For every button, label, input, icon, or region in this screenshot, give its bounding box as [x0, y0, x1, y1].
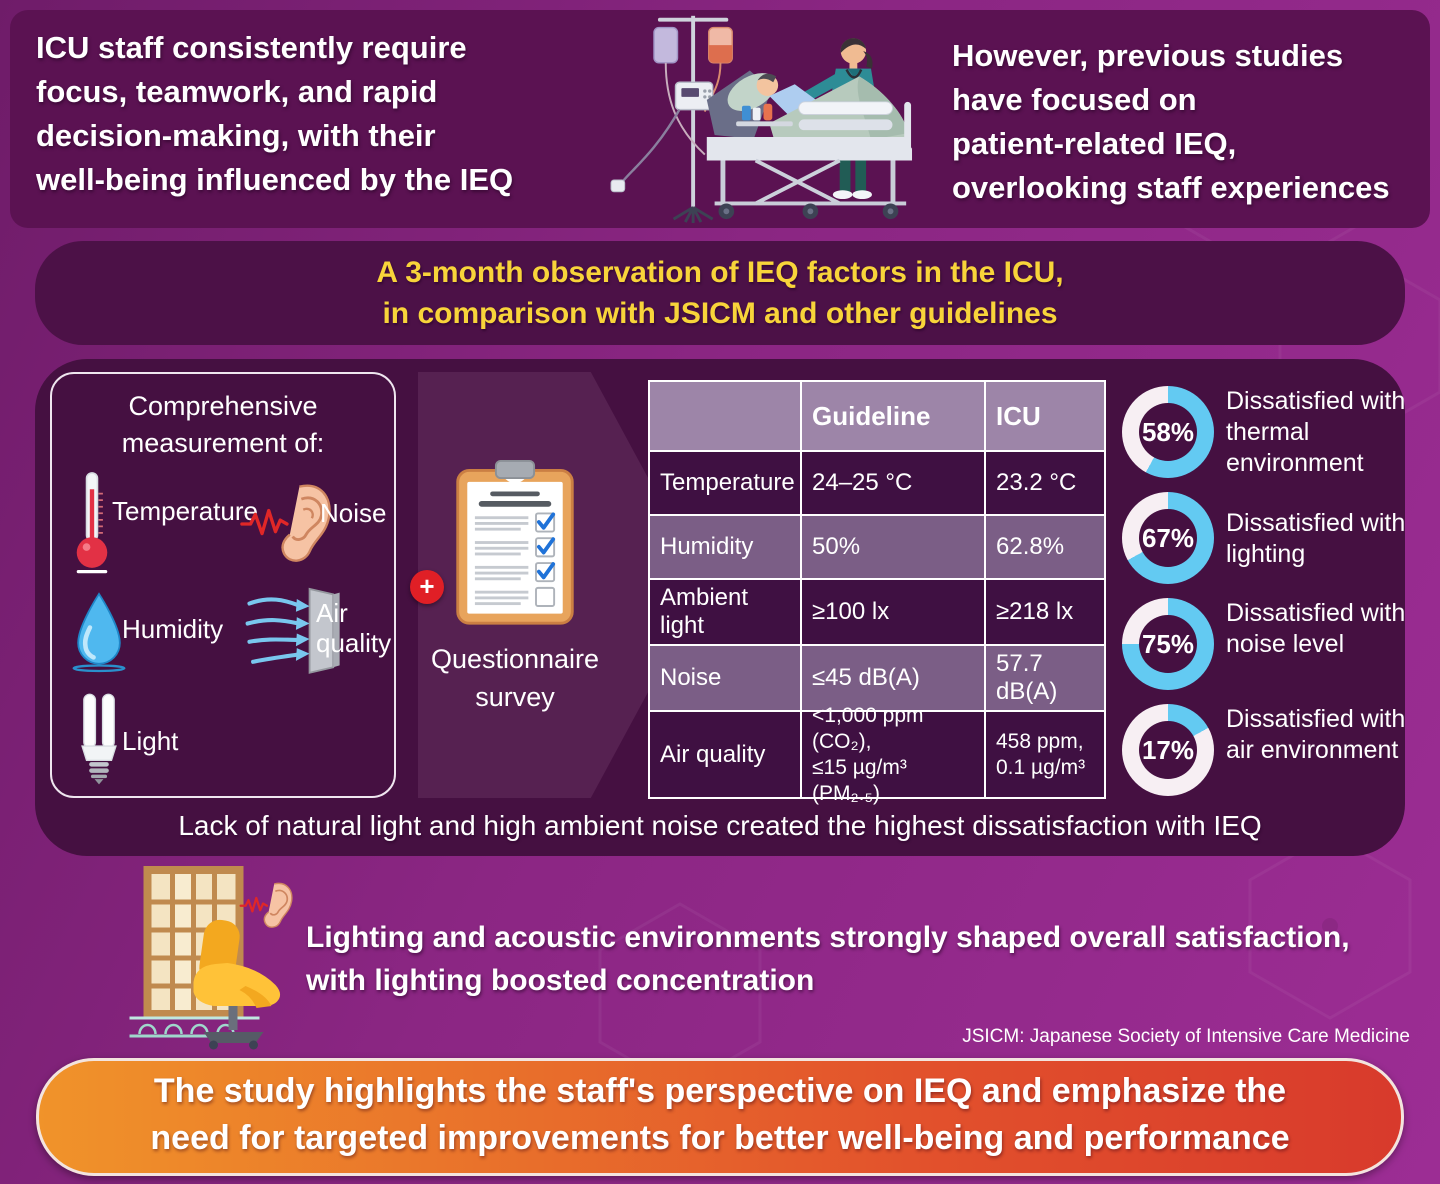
- measurement-item-noise: Noise: [320, 498, 387, 528]
- table-cell-icu: 23.2 °C: [986, 452, 1104, 514]
- window-chair-ear-illustration: [129, 866, 293, 1050]
- table-cell-guideline: ≥100 lx: [802, 580, 984, 644]
- table-row-label: Air quality: [650, 712, 800, 797]
- table-cell-icu: 57.7 dB(A): [986, 646, 1104, 710]
- clipboard-checklist-icon: [456, 459, 574, 625]
- table-cell-icu: ≥218 lx: [986, 580, 1104, 644]
- table-header-guideline: Guideline: [802, 382, 984, 450]
- air-flow-icon: [245, 587, 340, 674]
- nurse-patient-bed-illustration: [610, 15, 913, 223]
- table-row-label: Humidity: [650, 516, 800, 578]
- table-cell-guideline: ≤45 dB(A): [802, 646, 984, 710]
- conclusion-text: The study highlights the staff's perspec…: [150, 1072, 1290, 1157]
- water-drop-icon: [72, 592, 126, 673]
- measurement-item-light: Light: [122, 726, 179, 756]
- table-cell-guideline: <1,000 ppm (CO₂), ≤15 µg/m³ (PM₂.₅): [802, 704, 984, 805]
- jsicm-footnote: JSICM: Japanese Society of Intensive Car…: [962, 1026, 1410, 1047]
- donut-label-lighting: Dissatisfied with lighting: [1226, 509, 1406, 568]
- donut-label-thermal: Dissatisfied with thermal environment: [1226, 387, 1406, 477]
- measurement-box: Comprehensive measurement of: Temperatur…: [50, 372, 396, 798]
- panel-caption: Lack of natural light and high ambient n…: [178, 810, 1262, 841]
- ear-icon: [240, 484, 331, 562]
- header-left-text: ICU staff consistently require focus, te…: [36, 30, 514, 197]
- donut-label-noise: Dissatisfied with noise level: [1226, 599, 1406, 658]
- measurement-item-humidity: Humidity: [122, 614, 224, 644]
- table-header-icu: ICU: [986, 382, 1104, 450]
- table-cell-guideline: 24–25 °C: [802, 452, 984, 514]
- table-cell-icu: 458 ppm, 0.1 µg/m³: [986, 712, 1104, 797]
- table-cell-icu: 62.8%: [986, 516, 1104, 578]
- table-row-label: Temperature: [650, 452, 800, 514]
- donut-percent: 58%: [1141, 416, 1195, 447]
- finding-statement: Lighting and acoustic environments stron…: [306, 921, 1350, 997]
- donut-chart-thermal: 58%: [1122, 386, 1214, 478]
- ieq-comparison-table: Guideline ICU Temperature 24–25 °C 23.2 …: [648, 380, 1106, 805]
- donut-percent: 17%: [1141, 734, 1195, 765]
- plus-icon: +: [410, 570, 444, 604]
- donut-label-air: Dissatisfied with air environment: [1226, 705, 1406, 764]
- donut-percent: 67%: [1141, 522, 1195, 553]
- study-banner: [35, 241, 1405, 345]
- measurement-item-temperature: Temperature: [112, 496, 258, 526]
- conclusion-banner: [36, 1058, 1404, 1176]
- table-row-label: Ambient light: [650, 580, 800, 644]
- table-row-label: Noise: [650, 646, 800, 710]
- header-right-text: However, previous studies have focused o…: [952, 38, 1390, 205]
- study-banner-text: A 3-month observation of IEQ factors in …: [376, 256, 1064, 330]
- measurement-title: Comprehensive measurement of:: [121, 391, 325, 458]
- donut-percent: 75%: [1141, 628, 1195, 659]
- table-header-blank: [650, 382, 800, 450]
- thermometer-icon: [76, 472, 108, 574]
- donut-chart-lighting: 67%: [1122, 492, 1214, 584]
- questionnaire-survey-label: Questionnaire survey: [430, 644, 600, 712]
- light-bulb-icon: [81, 693, 117, 785]
- donut-chart-noise: 75%: [1122, 598, 1214, 690]
- measurement-item-air-quality: Air quality: [316, 598, 392, 658]
- table-cell-guideline: 50%: [802, 516, 984, 578]
- donut-chart-air: 17%: [1122, 704, 1214, 796]
